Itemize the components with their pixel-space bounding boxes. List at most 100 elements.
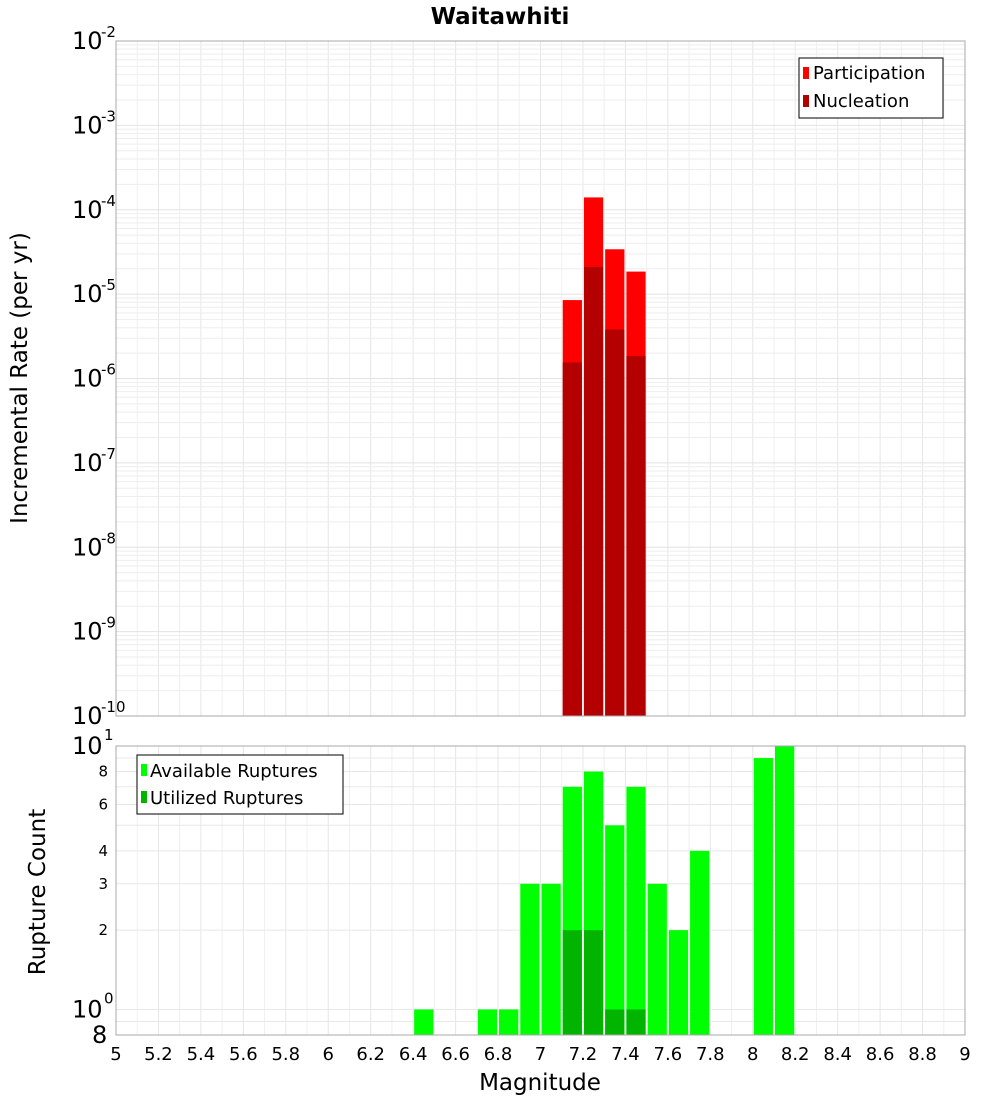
bar-utilized-ruptures-7.45 bbox=[626, 1009, 646, 1035]
y-tick-exponent: 1 bbox=[104, 726, 114, 744]
x-tick-label: 6 bbox=[323, 1044, 334, 1065]
y-tick-label: 10-6 bbox=[72, 361, 116, 393]
y-tick-exponent: -3 bbox=[101, 107, 116, 125]
y-tick-label: 8 bbox=[98, 763, 108, 781]
bar-available-ruptures-7.65 bbox=[668, 930, 689, 1035]
y-tick-label: 10-2 bbox=[72, 23, 116, 55]
bottom-plot-frame bbox=[115, 745, 966, 1036]
legend-label-available-ruptures: Available Ruptures bbox=[150, 761, 318, 782]
x-tick-label: 5.2 bbox=[144, 1044, 173, 1065]
y-tick-base: 10 bbox=[72, 618, 103, 646]
x-tick-label: 7.2 bbox=[569, 1044, 598, 1065]
x-tick-label: 8 bbox=[747, 1044, 758, 1065]
bar-nucleation-7.45 bbox=[626, 355, 646, 716]
y-tick-base: 10 bbox=[72, 27, 103, 55]
y-tick-label: 10-9 bbox=[72, 614, 116, 646]
y-tick-label: 10-8 bbox=[72, 529, 116, 561]
y-tick-base: 10 bbox=[72, 365, 103, 393]
x-tick-label: 5 bbox=[110, 1044, 121, 1065]
bar-available-ruptures-6.45 bbox=[414, 1009, 434, 1035]
y-tick-base: 8 bbox=[92, 1021, 107, 1049]
bar-available-ruptures-7.75 bbox=[690, 850, 710, 1035]
x-tick-label: 6.4 bbox=[399, 1044, 428, 1065]
y-tick-label: 10-5 bbox=[72, 276, 116, 308]
bar-available-ruptures-7.45 bbox=[626, 786, 646, 1035]
x-tick-label: 7 bbox=[535, 1044, 546, 1065]
bar-available-ruptures-6.75 bbox=[477, 1009, 498, 1035]
y-tick-exponent: -7 bbox=[101, 445, 116, 463]
y-tick-label: 6 bbox=[98, 795, 108, 813]
x-tick-label: 8.6 bbox=[866, 1044, 895, 1065]
top-y-axis-label: Incremental Rate (per yr) bbox=[7, 232, 33, 524]
top-legend: Participation Nucleation bbox=[798, 57, 944, 119]
y-tick-label: 10-10 bbox=[72, 698, 126, 730]
bar-utilized-ruptures-7.35 bbox=[605, 1009, 625, 1035]
bottom-y-axis-label: Rupture Count bbox=[25, 809, 51, 975]
x-tick-label: 8.8 bbox=[908, 1044, 937, 1065]
y-major-tick-label: 10 0 bbox=[72, 989, 114, 1023]
y-tick-exponent: -4 bbox=[101, 192, 116, 210]
bar-available-ruptures-7.35 bbox=[605, 825, 625, 1035]
legend-swatch-utilized-ruptures bbox=[141, 791, 147, 803]
chart-title: Waitawhiti bbox=[431, 4, 570, 30]
bar-available-ruptures-8.15 bbox=[774, 746, 795, 1035]
y-major-tick-label: 10 1 bbox=[72, 726, 114, 760]
y-tick-exponent: -6 bbox=[101, 361, 116, 379]
bar-available-ruptures-7.55 bbox=[647, 883, 667, 1035]
x-tick-label: 9 bbox=[959, 1044, 970, 1065]
x-tick-label: 8.4 bbox=[823, 1044, 852, 1065]
bar-nucleation-7.15 bbox=[562, 362, 582, 716]
y-tick-base: 10 bbox=[72, 111, 103, 139]
x-tick-label: 6.6 bbox=[441, 1044, 470, 1065]
bar-nucleation-7.25 bbox=[583, 266, 604, 716]
y-major-tick-label: 8 bbox=[92, 1021, 107, 1049]
y-tick-base: 10 bbox=[72, 449, 103, 477]
bar-available-ruptures-7.05 bbox=[541, 883, 561, 1035]
bottom-panel-bars bbox=[414, 746, 795, 1035]
x-ticks: 5 5.2 5.4 5.6 5.8 6 6.2 6.4 6.6 6.8 7 7.2 7.4 7.6 7.8 8… bbox=[110, 1044, 970, 1065]
top-panel-bars bbox=[562, 197, 646, 717]
bar-utilized-ruptures-7.25 bbox=[583, 930, 604, 1035]
y-tick-base: 10 bbox=[72, 702, 103, 730]
x-tick-label: 5.6 bbox=[229, 1044, 258, 1065]
bar-utilized-ruptures-7.15 bbox=[562, 930, 582, 1035]
y-tick-base: 10 bbox=[72, 196, 103, 224]
y-tick-label: 4 bbox=[98, 842, 108, 860]
y-tick-base: 10 bbox=[72, 995, 103, 1023]
x-tick-label: 6.8 bbox=[484, 1044, 513, 1065]
bottom-legend: Available Ruptures Utilized Ruptures bbox=[136, 754, 344, 815]
y-tick-base: 10 bbox=[72, 732, 103, 760]
y-tick-label: 2 bbox=[98, 921, 108, 939]
legend-label-participation: Participation bbox=[813, 63, 925, 84]
legend-swatch-participation bbox=[803, 67, 809, 79]
y-tick-exponent: -8 bbox=[101, 529, 116, 547]
bar-available-ruptures-8.05 bbox=[753, 758, 773, 1035]
legend-label-nucleation: Nucleation bbox=[813, 91, 909, 112]
bar-available-ruptures-6.95 bbox=[520, 883, 540, 1035]
x-tick-label: 5.4 bbox=[187, 1044, 216, 1065]
y-tick-label: 10-3 bbox=[72, 107, 116, 139]
x-tick-label: 5.8 bbox=[271, 1044, 300, 1065]
top-panel-grid bbox=[115, 41, 966, 717]
top-plot-frame bbox=[115, 40, 966, 717]
x-tick-label: 7.4 bbox=[611, 1044, 640, 1065]
y-tick-base: 10 bbox=[72, 280, 103, 308]
y-tick-label: 10-7 bbox=[72, 445, 116, 477]
y-tick-exponent: -9 bbox=[101, 614, 116, 632]
y-tick-label: 10-4 bbox=[72, 192, 116, 224]
top-legend-box bbox=[798, 57, 944, 119]
x-tick-label: 7.8 bbox=[696, 1044, 725, 1065]
y-tick-exponent: 0 bbox=[104, 989, 114, 1007]
x-tick-label: 8.2 bbox=[781, 1044, 810, 1065]
y-tick-label: 3 bbox=[98, 875, 108, 893]
y-tick-exponent: -2 bbox=[101, 23, 116, 41]
top-y-ticks: 10-210-310-410-510-610-710-810-910-10 bbox=[72, 23, 126, 730]
legend-swatch-available-ruptures bbox=[141, 764, 147, 776]
x-tick-label: 6.2 bbox=[356, 1044, 385, 1065]
bar-available-ruptures-6.85 bbox=[499, 1009, 519, 1035]
bar-nucleation-7.35 bbox=[605, 329, 625, 716]
y-tick-exponent: -10 bbox=[101, 698, 126, 716]
y-tick-exponent: -5 bbox=[101, 276, 116, 294]
